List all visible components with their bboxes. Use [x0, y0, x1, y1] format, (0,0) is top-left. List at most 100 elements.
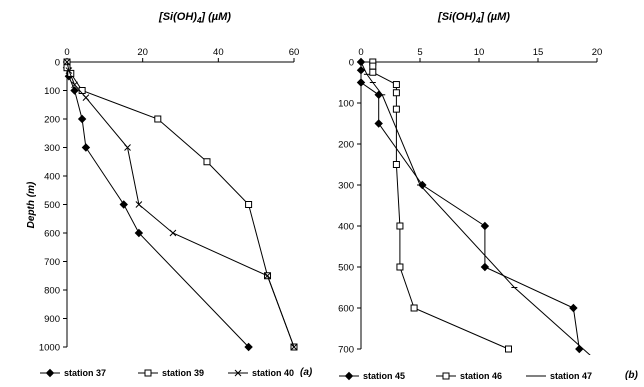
y-tick-label: 900 — [44, 314, 60, 325]
data-point — [119, 200, 128, 209]
legend-marker — [344, 371, 354, 381]
series-station-45 — [356, 57, 584, 354]
series-station-39 — [63, 58, 298, 351]
y-tick-label: 500 — [44, 200, 60, 211]
data-point — [575, 344, 584, 354]
legend-marker — [144, 369, 152, 377]
data-point — [77, 114, 87, 124]
x-tick-label: 20 — [137, 47, 148, 58]
data-point — [244, 342, 253, 352]
series-line-station-39 — [66, 62, 295, 348]
data-point — [203, 158, 211, 166]
y-tick-label: 100 — [44, 86, 60, 97]
x-tick-label: 0 — [358, 47, 363, 58]
series-station-47 — [358, 61, 591, 355]
series-line-station-40 — [66, 61, 295, 348]
data-point — [392, 89, 400, 97]
legend-marker — [442, 372, 450, 380]
chart-title-main: [Si(OH) — [437, 11, 476, 23]
y-tick-label: 200 — [338, 140, 354, 151]
y-tick-label: 400 — [44, 172, 60, 183]
series-line-station-45 — [360, 62, 580, 350]
data-point — [505, 345, 512, 353]
data-point — [374, 119, 383, 128]
data-point — [396, 263, 404, 271]
y-tick-label: 0 — [55, 58, 60, 69]
y-tick-label: 300 — [44, 143, 60, 154]
chart-title-main: [Si(OH) — [158, 11, 197, 23]
legend-label: station 47 — [550, 371, 592, 381]
y-tick-label: 700 — [338, 345, 354, 356]
data-point — [410, 304, 418, 312]
data-point — [480, 221, 490, 231]
y-axis-label: Depth (m) — [26, 181, 37, 228]
panel-b: [Si(OH)4] (µM)0 5 10 15 20010020030040050060… — [338, 11, 638, 381]
x-tick-label: 5 — [417, 47, 422, 58]
series-line-station-37 — [66, 62, 249, 348]
y-tick-label: 200 — [44, 115, 60, 126]
data-point — [134, 228, 144, 238]
x-tick-label: 0 — [64, 47, 69, 58]
data-point — [356, 65, 366, 75]
y-tick-label: 700 — [44, 257, 60, 268]
data-point — [169, 229, 177, 237]
data-point — [65, 67, 73, 74]
legend-label: station 37 — [64, 368, 106, 378]
y-tick-label: 100 — [338, 99, 354, 110]
series-line-station-46 — [372, 62, 509, 350]
chart-title: [Si(OH)4] (µM) — [158, 11, 231, 25]
legend-entry-station-47: station 47 — [526, 371, 592, 381]
data-point — [369, 68, 377, 76]
legend-marker — [234, 369, 242, 377]
legend-entry-station-39: station 39 — [138, 368, 204, 378]
y-tick-label: 1000 — [39, 343, 60, 354]
chart-title-end: ] (µM) — [200, 11, 231, 23]
legend-entry-station-40: station 40 — [228, 368, 294, 378]
x-tick-label: 40 — [213, 47, 224, 58]
data-point — [569, 303, 578, 313]
chart-title-subscript: 4 — [475, 16, 481, 25]
legend-entry-station-46: station 46 — [436, 371, 502, 381]
data-point — [264, 272, 271, 280]
panel-label: (a) — [300, 367, 313, 378]
y-tick-label: 400 — [338, 222, 354, 233]
series-station-37 — [62, 57, 253, 352]
y-tick-label: 0 — [349, 58, 354, 69]
legend-label: station 39 — [162, 368, 204, 378]
data-point — [154, 115, 162, 123]
legend-marker — [45, 368, 55, 378]
legend-label: station 46 — [460, 371, 502, 381]
legend-entry-station-45: station 45 — [339, 371, 405, 381]
legend-label: station 45 — [363, 371, 405, 381]
legend-entry-station-37: station 37 — [40, 368, 106, 378]
chart-title-subscript: 4 — [196, 16, 202, 25]
legend-label: station 40 — [252, 368, 294, 378]
y-tick-label: 500 — [338, 263, 354, 274]
panel-label: (b) — [625, 370, 638, 381]
series-station-40 — [63, 58, 298, 351]
data-point — [392, 81, 400, 89]
x-tick-label: 10 — [474, 47, 485, 58]
data-point — [63, 58, 71, 66]
x-tick-label: 60 — [289, 47, 300, 58]
data-point — [369, 62, 377, 70]
y-tick-label: 600 — [338, 304, 354, 315]
y-tick-label: 800 — [44, 286, 60, 297]
data-point — [71, 81, 78, 89]
x-tick-label: 15 — [533, 47, 544, 58]
series-station-46 — [369, 58, 512, 353]
data-point — [81, 143, 91, 152]
chart-title-end: ] (µM) — [479, 11, 510, 23]
chart-title: [Si(OH)4] (µM) — [437, 11, 510, 25]
y-tick-label: 300 — [338, 181, 354, 192]
data-point — [245, 201, 253, 208]
data-point — [290, 343, 298, 351]
panel-a: [Si(OH)4] (µM)0 20 40 600100200300400500600… — [26, 11, 313, 378]
data-point — [63, 64, 71, 72]
y-tick-label: 600 — [44, 229, 60, 240]
data-point — [392, 161, 400, 168]
data-point — [480, 262, 490, 272]
data-point — [70, 86, 79, 95]
data-point — [392, 105, 400, 113]
